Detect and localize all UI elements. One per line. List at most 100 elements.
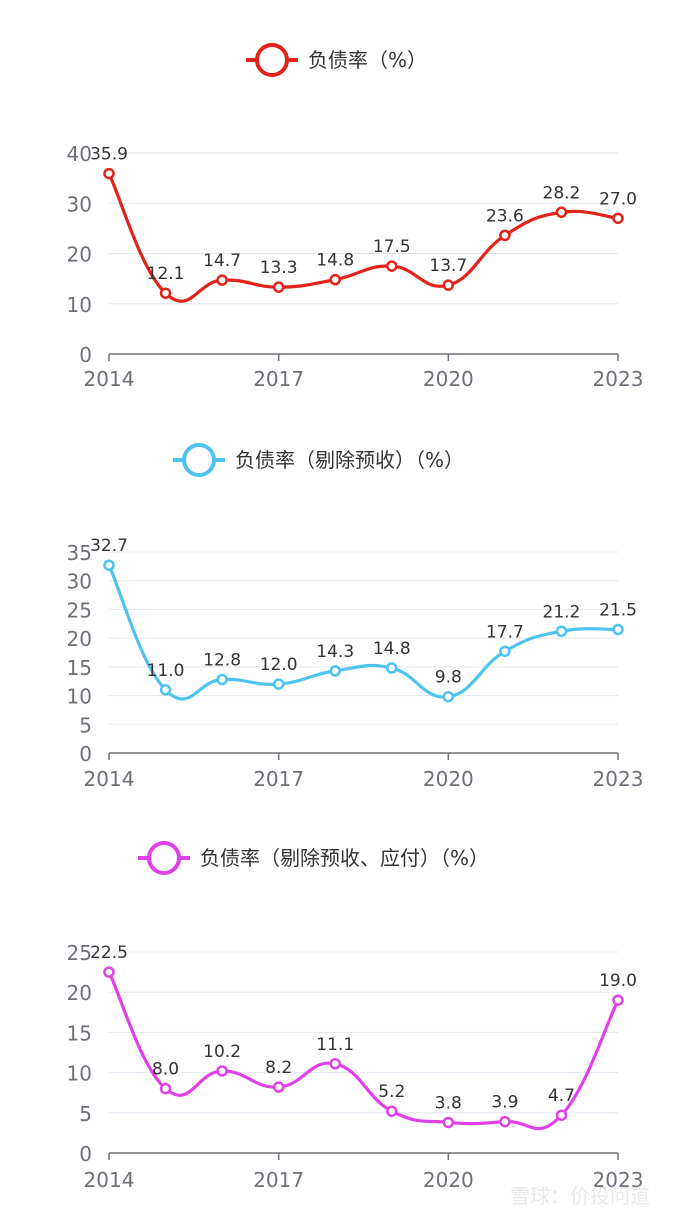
data-point xyxy=(159,684,172,696)
series-line xyxy=(107,172,619,303)
data-label: 35.9 xyxy=(90,145,128,165)
x-tick-label: 2017 xyxy=(253,1168,304,1192)
data-point xyxy=(103,559,115,571)
legend-marker xyxy=(182,443,216,477)
data-label: 19.0 xyxy=(599,971,637,991)
data-label: 17.7 xyxy=(486,622,524,642)
chart-debt-ratio: 负债率（%） 0 10 20 30 40 2014 2017 2020 2023 35.9 12.1 1… xyxy=(67,43,644,391)
data-point xyxy=(555,625,568,638)
data-label: 21.5 xyxy=(599,601,637,621)
data-label: 13.3 xyxy=(260,258,298,278)
data-label: 5.2 xyxy=(378,1082,405,1102)
y-tick-label: 35 xyxy=(67,541,92,565)
chart-debt-ratio-excl-advance: 负债率（剔除预收）（%） 0 5 10 15 20 25 30 35 2014 2017 2020 20… xyxy=(67,443,644,791)
data-label: 13.7 xyxy=(429,256,467,276)
data-label: 32.7 xyxy=(90,536,128,556)
legend-marker xyxy=(255,43,289,77)
data-point xyxy=(103,966,115,978)
x-tick-label: 2023 xyxy=(593,367,644,391)
data-point xyxy=(555,1109,568,1121)
y-tick-label: 20 xyxy=(67,981,92,1005)
y-tick-label: 5 xyxy=(79,1102,92,1126)
data-point xyxy=(329,273,341,286)
data-point xyxy=(499,1115,511,1128)
data-label: 12.0 xyxy=(260,655,298,675)
data-label: 14.8 xyxy=(373,639,411,659)
y-tick-label: 10 xyxy=(67,1062,92,1086)
watermark-text: 雪球：价投问道 xyxy=(510,1184,650,1208)
data-point xyxy=(216,673,228,686)
data-label: 11.1 xyxy=(316,1035,354,1055)
x-tick-label: 2020 xyxy=(423,1168,474,1192)
data-label: 4.7 xyxy=(548,1086,575,1106)
y-tick-label: 30 xyxy=(67,570,92,594)
data-label: 28.2 xyxy=(543,183,581,203)
series-line xyxy=(107,564,619,701)
data-label: 10.2 xyxy=(203,1042,241,1062)
data-point xyxy=(442,1116,455,1129)
data-point xyxy=(499,229,511,242)
y-tick-label: 40 xyxy=(67,142,92,166)
data-point xyxy=(612,623,624,636)
data-point xyxy=(216,274,228,286)
x-tick-label: 2014 xyxy=(84,767,135,791)
data-point xyxy=(442,690,455,703)
data-point xyxy=(329,665,341,677)
chart-debt-ratio-excl-advance-payable: 负债率（剔除预收、应付）（%） 0 5 10 15 20 25 2014 2017 2020 202… xyxy=(67,841,644,1192)
legend: 负债率（剔除预收、应付）（%） xyxy=(138,841,489,875)
data-point xyxy=(159,1082,172,1095)
x-tick-label: 2017 xyxy=(253,367,304,391)
data-point xyxy=(386,1105,398,1117)
data-label: 8.0 xyxy=(152,1060,179,1080)
y-tick-label: 0 xyxy=(79,343,92,367)
y-tick-label: 10 xyxy=(67,685,92,709)
y-tick-label: 25 xyxy=(67,941,92,965)
y-tick-label: 0 xyxy=(79,742,92,766)
data-point xyxy=(612,212,624,225)
data-label: 9.8 xyxy=(435,668,462,688)
data-label: 12.1 xyxy=(147,264,185,284)
x-tick-label: 2023 xyxy=(593,1168,644,1192)
data-point xyxy=(386,662,398,674)
x-tick-label: 2014 xyxy=(84,367,135,391)
x-tick-label: 2020 xyxy=(423,367,474,391)
data-point xyxy=(272,281,285,293)
data-label: 21.2 xyxy=(543,602,581,622)
data-label: 11.0 xyxy=(147,661,185,681)
y-tick-label: 0 xyxy=(79,1142,92,1166)
y-tick-label: 30 xyxy=(67,192,92,216)
data-point xyxy=(329,1058,341,1070)
data-point xyxy=(272,678,285,690)
y-tick-label: 10 xyxy=(67,293,92,317)
data-point xyxy=(442,279,455,291)
x-tick-label: 2017 xyxy=(253,767,304,791)
legend-label: 负债率（%） xyxy=(308,48,427,72)
x-tick-label: 2014 xyxy=(84,1168,135,1192)
data-point xyxy=(103,167,115,180)
data-point xyxy=(159,287,172,299)
data-label: 14.7 xyxy=(203,251,241,271)
y-tick-label: 25 xyxy=(67,598,92,622)
series-line xyxy=(107,971,620,1131)
legend-label: 负债率（剔除预收）（%） xyxy=(235,448,464,472)
y-tick-label: 5 xyxy=(79,713,92,737)
data-point xyxy=(216,1065,228,1077)
data-label: 14.8 xyxy=(316,251,354,271)
legend-label: 负债率（剔除预收、应付）（%） xyxy=(200,846,489,870)
legend: 负债率（剔除预收）（%） xyxy=(173,443,464,477)
legend-marker xyxy=(147,841,181,875)
data-label: 12.8 xyxy=(203,650,241,670)
data-point xyxy=(555,206,568,219)
data-label: 8.2 xyxy=(265,1058,292,1078)
y-tick-label: 20 xyxy=(67,627,92,651)
data-label: 17.5 xyxy=(373,237,411,257)
x-tick-label: 2023 xyxy=(593,767,644,791)
legend: 负债率（%） xyxy=(246,43,427,77)
x-tick-label: 2020 xyxy=(423,767,474,791)
data-label: 27.0 xyxy=(599,189,637,209)
data-label: 14.3 xyxy=(316,642,354,662)
data-point xyxy=(499,645,511,658)
y-tick-label: 15 xyxy=(67,656,92,680)
data-point xyxy=(386,260,398,272)
